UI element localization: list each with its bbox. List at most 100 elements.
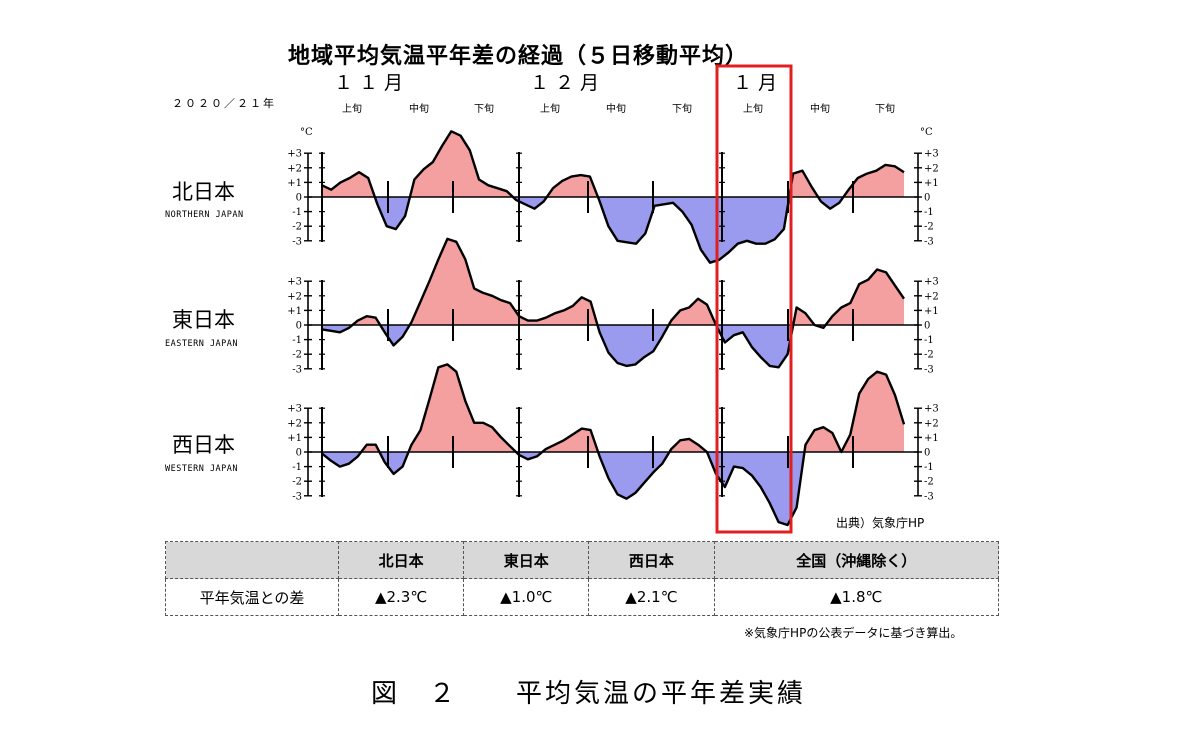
dekad-label: 上旬 (743, 104, 763, 115)
y-tick-label: +2 (287, 291, 302, 302)
y-tick-label: +1 (924, 306, 939, 317)
y-tick-label: +2 (924, 163, 939, 174)
y-tick-label: -3 (924, 236, 934, 247)
table-row-label: 平年気温との差 (165, 578, 339, 616)
negative-anomaly-area (597, 325, 669, 366)
anomaly-series-line (321, 237, 905, 369)
region-label-east: 東日本 (172, 308, 235, 332)
month-label-nov: １１月 (334, 72, 410, 94)
negative-anomaly-area (818, 197, 844, 209)
y-tick-label: +1 (924, 433, 939, 444)
region-label-north: 北日本 (172, 180, 235, 204)
positive-anomaly-area (789, 170, 819, 197)
positive-anomaly-area (322, 172, 375, 197)
positive-anomaly-area (408, 364, 516, 452)
table-cell: ▲2.3℃ (337, 578, 465, 616)
y-tick-label: +2 (287, 418, 302, 429)
summary-table: 北日本 東日本 西日本 全国（沖縄除く） 平年気温との差 ▲2.3℃ ▲1.0℃… (165, 541, 1000, 616)
y-tick-label: -1 (292, 335, 302, 346)
dekad-label: 中旬 (606, 104, 626, 115)
y-tick-label: -2 (924, 477, 934, 488)
y-tick-label: +3 (924, 404, 939, 415)
y-tick-label: -1 (292, 207, 302, 218)
dekad-label: 上旬 (540, 104, 560, 115)
y-tick-label: 0 (296, 321, 302, 332)
y-tick-label: -2 (924, 222, 934, 233)
month-label-jan: １月 (733, 72, 784, 94)
negative-anomaly-area (516, 452, 543, 460)
y-tick-label: +2 (924, 291, 939, 302)
y-tick-label: -3 (924, 364, 934, 375)
y-tick-label: +3 (924, 149, 939, 160)
y-tick-label: -2 (292, 222, 302, 233)
y-tick-label: +3 (287, 404, 302, 415)
source-label: 出典）気象庁HP (836, 516, 925, 530)
table-header-cell: 全国（沖縄除く） (713, 541, 1000, 579)
table-header-cell (165, 541, 339, 579)
y-tick-label: +1 (924, 178, 939, 189)
negative-anomaly-area (379, 452, 409, 474)
y-tick-label: +1 (287, 433, 302, 444)
negative-anomaly-area (716, 325, 794, 368)
table-cell: ▲2.1℃ (588, 578, 715, 616)
table-cell: ▲1.8℃ (713, 578, 1000, 616)
y-tick-label: -1 (292, 462, 302, 473)
positive-anomaly-area (409, 131, 513, 197)
positive-anomaly-area (793, 307, 815, 325)
unit-label-left: °C (300, 127, 313, 138)
y-tick-label: -2 (924, 350, 934, 361)
table-header-cell: 北日本 (337, 541, 465, 579)
y-tick-label: -2 (292, 477, 302, 488)
temperature-anomaly-chart: +3 +2 +1 0 -1 -2 -3 +3 +2 +1 0 -1 -2 -3 +3 +2 +1 0 -1 -2 -3 +… (287, 64, 939, 534)
y-tick-label: -3 (924, 491, 934, 502)
positive-anomaly-area (546, 175, 598, 197)
region-label-west: 西日本 (172, 433, 235, 457)
y-tick-label: -1 (924, 462, 934, 473)
dekad-label: 下旬 (672, 104, 692, 115)
negative-anomaly-area (598, 452, 670, 499)
unit-label-right: °C (920, 127, 933, 138)
month-label-dec: １２月 (530, 72, 606, 94)
dekad-label: 下旬 (474, 104, 494, 115)
negative-anomaly-area (380, 325, 410, 346)
anomaly-series-line (321, 363, 906, 527)
y-tick-label: +3 (287, 277, 302, 288)
y-tick-label: -2 (292, 350, 302, 361)
positive-anomaly-area (843, 164, 904, 197)
dekad-label: 中旬 (409, 104, 429, 115)
y-tick-label: -1 (924, 207, 934, 218)
y-tick-label: +2 (924, 418, 939, 429)
y-tick-label: -3 (292, 364, 302, 375)
positive-anomaly-area (668, 298, 716, 325)
year-label: ２０２０／２１年 (172, 97, 276, 110)
table-row: 平年気温との差 ▲2.3℃ ▲1.0℃ ▲2.1℃ ▲1.8℃ (165, 578, 1000, 616)
figure-caption: 図 ２ 平均気温の平年差実績 (370, 679, 806, 709)
y-tick-label: 0 (924, 321, 930, 332)
y-tick-label: +3 (287, 149, 302, 160)
positive-anomaly-area (825, 269, 904, 325)
y-tick-label: +2 (287, 163, 302, 174)
dekad-label: 下旬 (875, 104, 895, 115)
y-tick-label: +1 (287, 178, 302, 189)
positive-anomaly-area (409, 238, 598, 325)
negative-anomaly-area (322, 452, 362, 467)
region-label-north-en: NORTHERN JAPAN (165, 210, 244, 220)
table-cell: ▲1.0℃ (463, 578, 590, 616)
y-tick-label: 0 (296, 193, 302, 204)
y-tick-label: -3 (292, 491, 302, 502)
negative-anomaly-area (512, 197, 547, 209)
chart-title: 地域平均気温平年差の経過（５日移動平均） (288, 44, 749, 69)
table-header-cell: 西日本 (588, 541, 715, 579)
y-tick-label: +1 (287, 306, 302, 317)
anomaly-series-line (321, 130, 905, 264)
y-tick-label: -1 (924, 335, 934, 346)
y-tick-label: 0 (924, 193, 930, 204)
y-tick-label: 0 (296, 448, 302, 459)
table-header-cell: 東日本 (463, 541, 590, 579)
region-label-east-en: EASTERN JAPAN (165, 339, 239, 349)
table-header-row: 北日本 東日本 西日本 全国（沖縄除く） (165, 541, 1000, 579)
dekad-label: 上旬 (342, 104, 362, 115)
dekad-label: 中旬 (810, 104, 830, 115)
highlight-box-early-january (715, 64, 793, 534)
footnote: ※気象庁HPの公表データに基づき算出。 (744, 626, 963, 640)
